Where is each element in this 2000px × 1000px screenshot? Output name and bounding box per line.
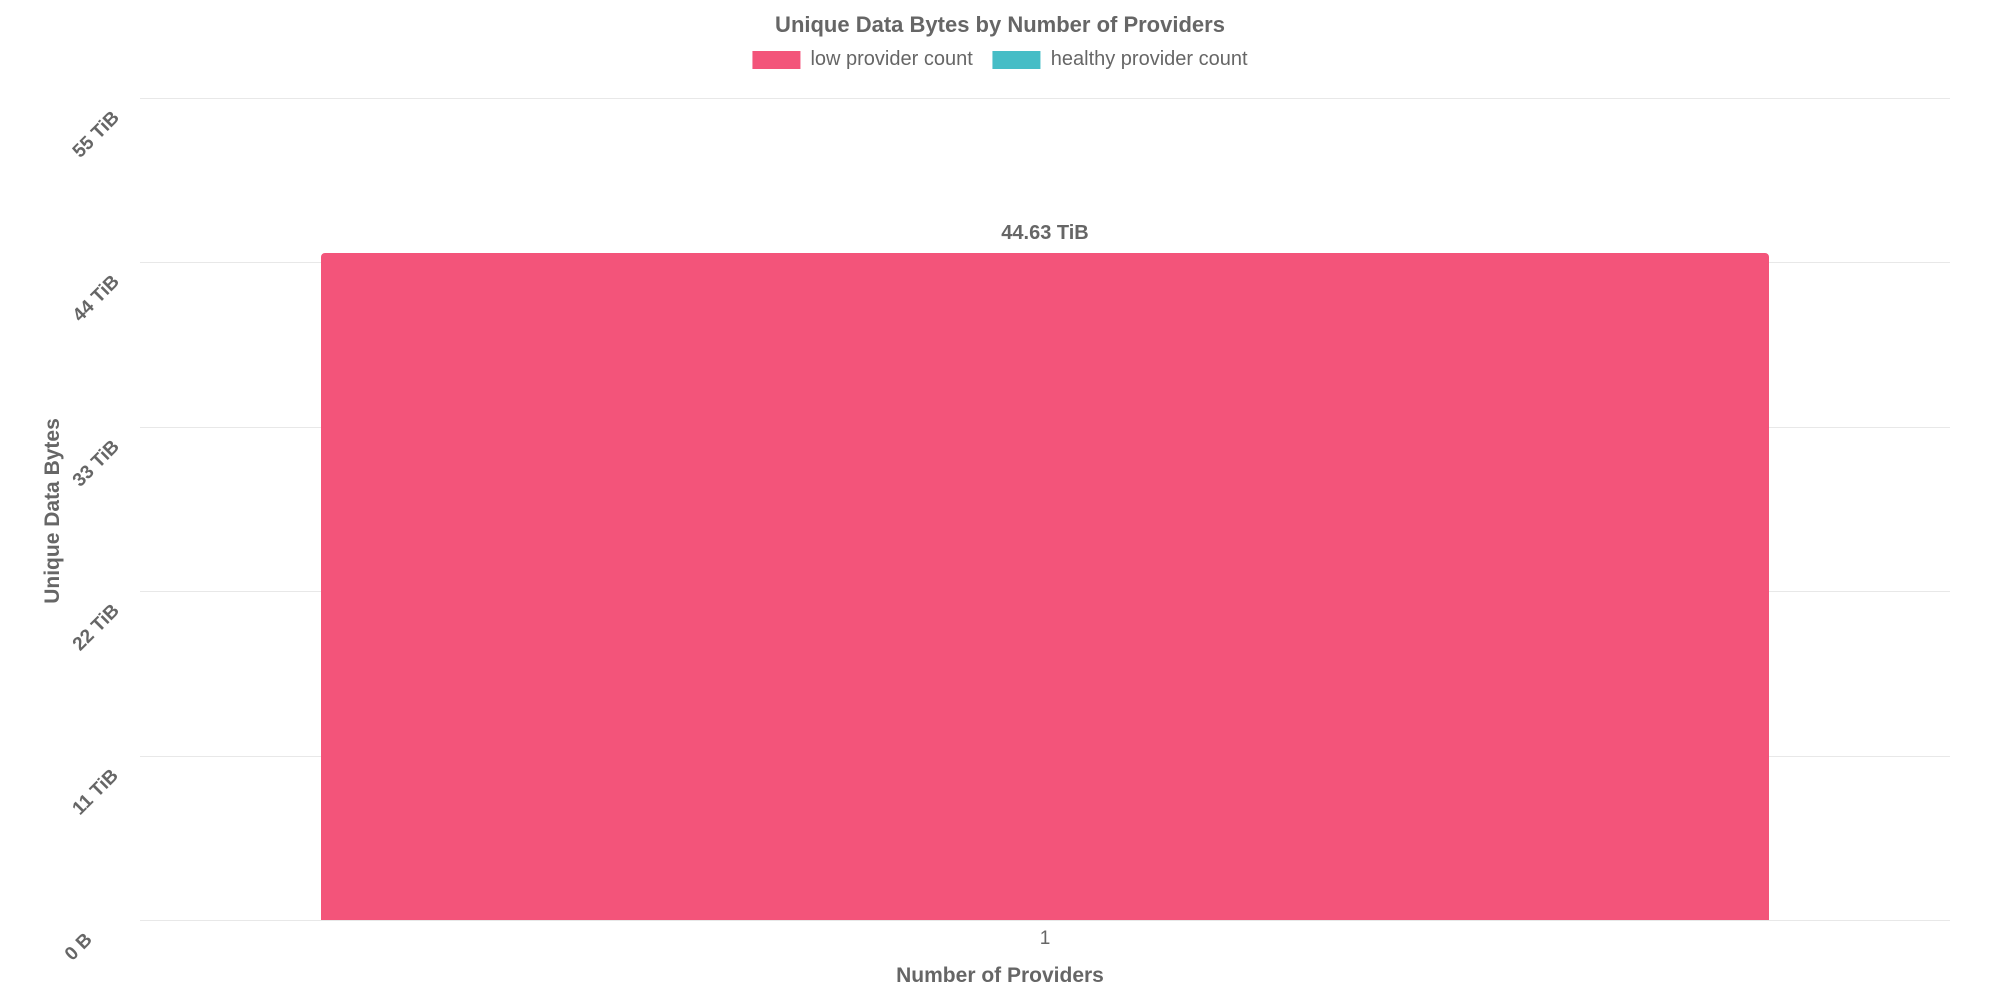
legend-swatch-low: [752, 51, 800, 69]
bar-value-label: 44.63 TiB: [1001, 222, 1088, 245]
grid-line: [140, 98, 1950, 99]
legend-swatch-healthy: [993, 51, 1041, 69]
grid-line: [140, 920, 1950, 921]
chart-legend: low provider count healthy provider coun…: [752, 48, 1247, 71]
chart-container: Unique Data Bytes by Number of Providers…: [0, 0, 2000, 1000]
chart-title: Unique Data Bytes by Number of Providers: [775, 12, 1225, 38]
x-tick-label: 1: [1040, 928, 1051, 950]
y-axis-title: Unique Data Bytes: [41, 418, 65, 604]
bar[interactable]: [321, 253, 1769, 920]
legend-label-healthy: healthy provider count: [1051, 48, 1248, 71]
x-axis-title: Number of Providers: [896, 964, 1104, 988]
legend-item-healthy[interactable]: healthy provider count: [993, 48, 1248, 71]
legend-item-low[interactable]: low provider count: [752, 48, 972, 71]
plot-area: 44.63 TiB: [140, 98, 1950, 920]
legend-label-low: low provider count: [810, 48, 972, 71]
